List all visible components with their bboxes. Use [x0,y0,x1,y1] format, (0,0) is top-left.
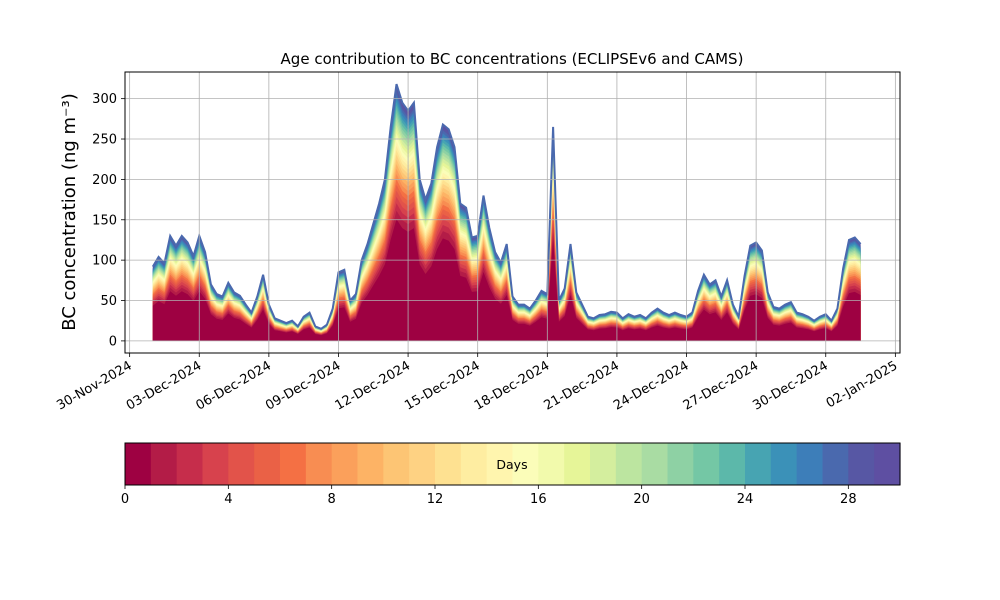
colorbar-segment [409,443,436,485]
colorbar-tick-label: 8 [328,492,336,507]
colorbar [125,443,901,485]
colorbar-segment [357,443,384,485]
colorbar-tick-label: 0 [121,492,129,507]
colorbar-segment [435,443,462,485]
y-axis-label: BC concentration (ng m⁻³) [59,93,80,331]
colorbar-segment [228,443,255,485]
y-tick-label: 300 [92,92,117,107]
y-tick-label: 100 [92,254,117,269]
colorbar-tick-label: 28 [840,492,857,507]
colorbar-tick-label: 24 [737,492,754,507]
grid-lines [125,72,900,353]
colorbar-segment [822,443,849,485]
colorbar-segment [590,443,617,485]
colorbar-tick-label: 12 [427,492,444,507]
y-tick-label: 150 [92,213,117,228]
y-axis: 0 50 100 150 200 250 300 [92,92,125,349]
colorbar-segment [202,443,229,485]
colorbar-segment [693,443,720,485]
colorbar-segment [280,443,307,485]
colorbar-tick-label: 16 [530,492,547,507]
y-tick-label: 200 [92,173,117,188]
y-tick-label: 0 [109,334,117,349]
colorbar-segment [331,443,359,485]
colorbar-segment [874,443,901,485]
colorbar-segment [538,443,565,485]
colorbar-segment [615,443,643,485]
colorbar-segment [564,443,591,485]
colorbar-segment [512,443,539,485]
colorbar-segment [460,443,488,485]
colorbar-segment [176,443,204,485]
colorbar-segment [667,443,694,485]
plot-area [151,83,862,341]
colorbar-segment [770,443,798,485]
colorbar-segment [254,443,281,485]
y-tick-label: 250 [92,133,117,148]
age-band-area [152,219,861,341]
colorbar-label: Days [496,457,527,472]
plot-frame [124,71,901,354]
chart-title: Age contribution to BC concentrations (E… [281,50,744,68]
colorbar-segment [745,443,772,485]
colorbar-frame [124,442,901,486]
colorbar-segment [383,443,410,485]
colorbar-tick-label: 20 [633,492,650,507]
colorbar-segment [848,443,875,485]
total-series-line [151,83,862,330]
colorbar-tick-label: 4 [224,492,232,507]
colorbar-segment [150,443,178,485]
colorbar-segment [305,443,333,485]
colorbar-ticks: 0 4 8 12 16 20 24 28 [121,485,857,507]
colorbar-segment [719,443,746,485]
colorbar-segment [641,443,669,485]
colorbar-segment [486,443,514,485]
colorbar-segment [125,443,152,485]
y-tick-label: 50 [100,294,117,309]
colorbar-segment [796,443,824,485]
